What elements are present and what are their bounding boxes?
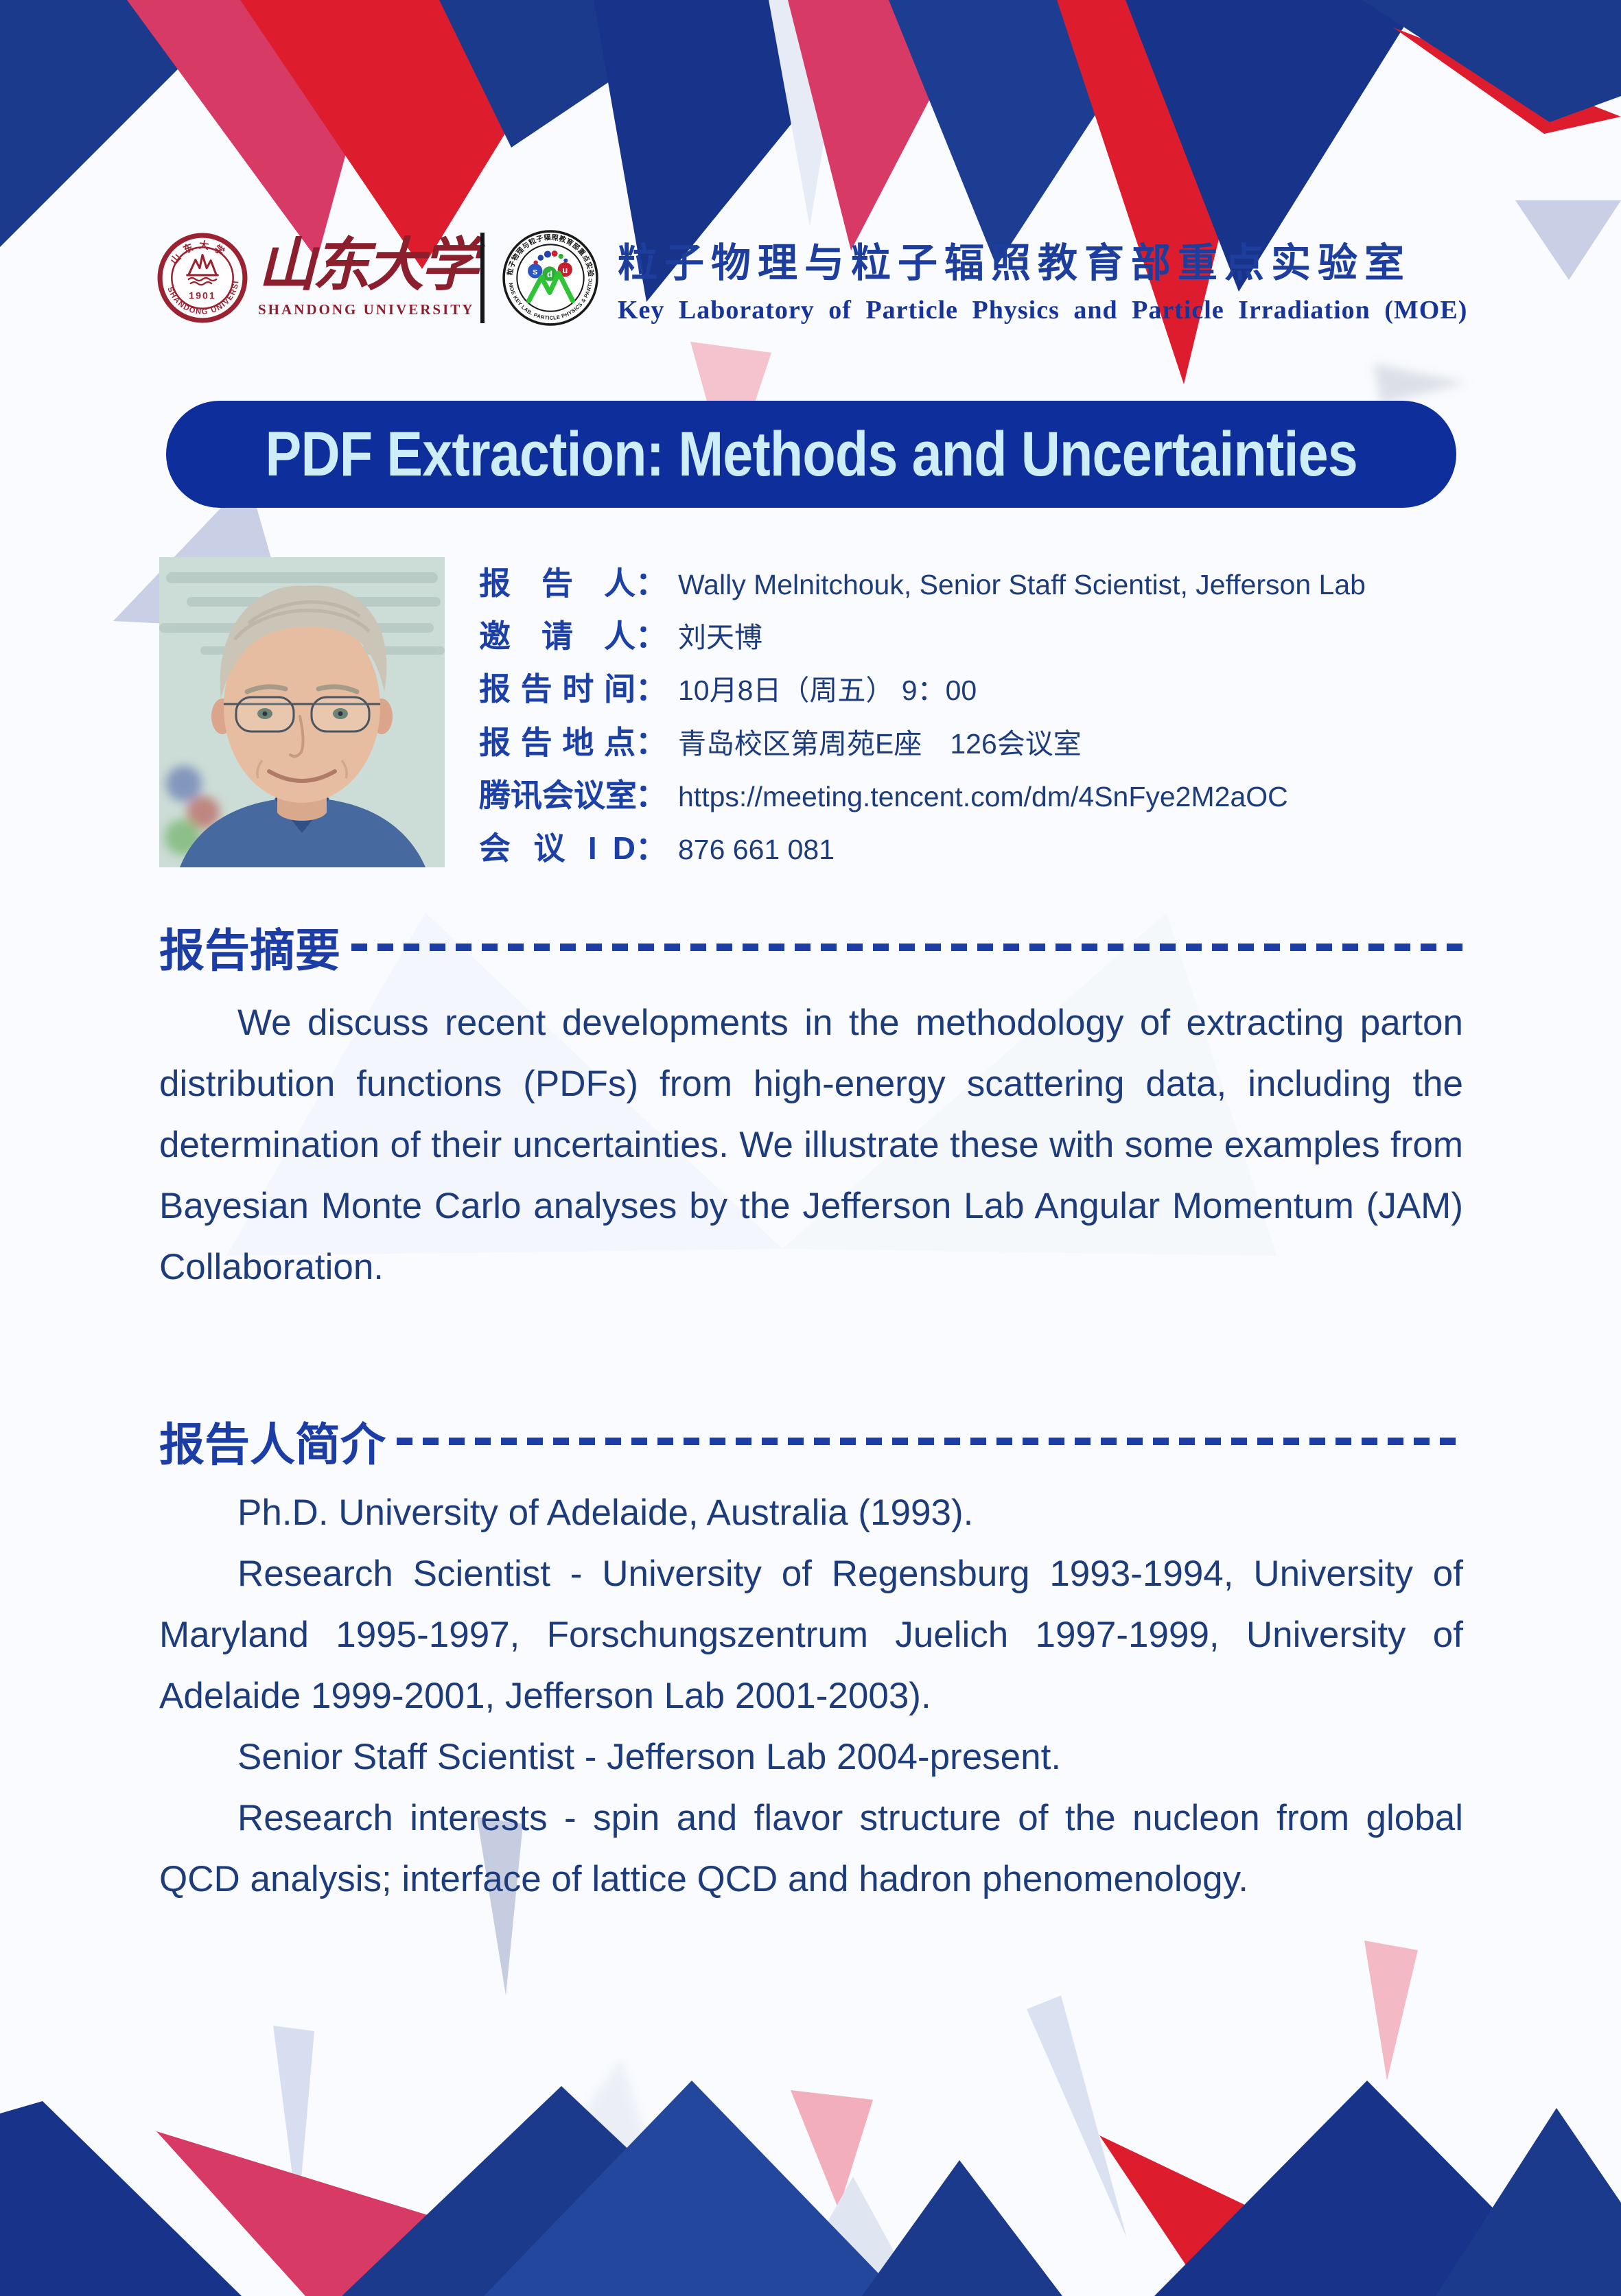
bio-heading: 报告人简介 [159, 1419, 386, 1470]
sdu-calligraphy: 山东大学 [258, 234, 478, 298]
abstract-body: We discuss recent developments in the me… [159, 992, 1463, 1298]
speaker-info-rows: 报 告 人： Wally Melnitchouk, Senior Staff Sc… [479, 557, 1463, 869]
info-colon: ： [635, 671, 667, 707]
svg-text:d: d [547, 269, 552, 279]
info-value: 10月8日（周五） 9：00 [678, 675, 977, 707]
header-divider [480, 233, 485, 323]
info-row-speaker: 报 告 人： Wally Melnitchouk, Senior Staff Sc… [479, 559, 1463, 604]
info-label: 报告时间 [479, 671, 635, 707]
sdu-caption: SHANDONG UNIVERSITY [258, 301, 475, 318]
title-banner: PDF Extraction: Methods and Uncertaintie… [166, 401, 1456, 508]
abstract-section-header: 报告摘要 [159, 914, 1463, 980]
shandong-university-seal-logo: 山东大学 SHANDONG UNIVERSITY 1901 [156, 232, 248, 323]
speaker-info-section: 报 告 人： Wally Melnitchouk, Senior Staff Sc… [159, 557, 1463, 869]
seminar-title: PDF Extraction: Methods and Uncertaintie… [265, 419, 1357, 489]
lab-title-zh: 粒子物理与粒子辐照教育部重点实验室 [618, 241, 1412, 285]
abstract-heading: 报告摘要 [159, 925, 340, 976]
info-colon: ： [635, 777, 667, 813]
info-row-host: 邀 请 人： 刘天博 [479, 611, 1463, 657]
bio-body: Ph.D. University of Adelaide, Australia … [159, 1482, 1463, 1910]
lab-logo: 粒子物理与粒子辐照教育部重点实验室 MOE KEY LAB. PARTICLE … [501, 229, 598, 326]
dashed-rule [397, 1437, 1463, 1445]
lab-title-en: Key Laboratory of Particle Physics and P… [618, 296, 1468, 325]
info-value: 876 661 081 [678, 833, 835, 865]
info-value: Wally Melnitchouk, Senior Staff Scientis… [678, 569, 1366, 600]
bio-paragraph: Ph.D. University of Adelaide, Australia … [237, 1492, 974, 1533]
lab-logo-particle-dots [533, 250, 568, 265]
speaker-photo [159, 557, 445, 867]
dashed-rule [351, 943, 1463, 951]
info-label: 报告地点 [479, 724, 635, 760]
info-row-location: 报告地点： 青岛校区第周苑E座 126会议室 [479, 718, 1463, 763]
svg-text:u: u [562, 265, 568, 275]
info-value: 青岛校区第周苑E座 126会议室 [678, 727, 1082, 760]
seal-year: 1901 [189, 290, 216, 301]
info-label: 会 议 I D [479, 830, 635, 866]
info-row-meeting-link: 腾讯会议室： https://meeting.tencent.com/dm/4Sn… [479, 771, 1463, 816]
info-label: 腾讯会议室 [479, 777, 637, 813]
info-label: 邀 请 人 [479, 618, 635, 655]
eyes [257, 708, 348, 719]
lab-titles: 粒子物理与粒子辐照教育部重点实验室 Key Laboratory of Part… [618, 231, 1468, 325]
sdu-wordmark: 山东大学 SHANDONG UNIVERSITY [258, 234, 478, 318]
abstract-paragraph: We discuss recent developments in the me… [159, 1003, 1463, 1287]
header: 山东大学 SHANDONG UNIVERSITY 1901 山东大学 SHAND… [156, 226, 1468, 329]
bio-paragraph: Research interests - spin and flavor str… [159, 1798, 1463, 1899]
lab-logo-mountain-icon [526, 270, 575, 304]
bio-paragraph: Senior Staff Scientist - Jefferson Lab 2… [237, 1737, 1062, 1777]
info-row-meeting-id: 会 议 I D： 876 661 081 [479, 823, 1463, 869]
seal-mountain-icon [186, 253, 219, 286]
bio-paragraph: Research Scientist - University of Regen… [159, 1554, 1463, 1716]
info-label: 报 告 人 [479, 565, 635, 601]
info-colon: ： [635, 618, 667, 655]
meeting-url[interactable]: https://meeting.tencent.com/dm/4SnFye2M2… [678, 780, 1288, 812]
info-colon: ： [635, 565, 667, 601]
info-value: 刘天博 [678, 622, 762, 654]
bio-section-header: 报告人简介 [159, 1408, 1463, 1474]
lab-logo-quark-balls: s d u [528, 262, 572, 281]
info-colon: ： [635, 830, 667, 866]
info-colon: ： [635, 724, 667, 760]
svg-text:s: s [533, 266, 537, 277]
info-row-time: 报告时间： 10月8日（周五） 9：00 [479, 664, 1463, 710]
